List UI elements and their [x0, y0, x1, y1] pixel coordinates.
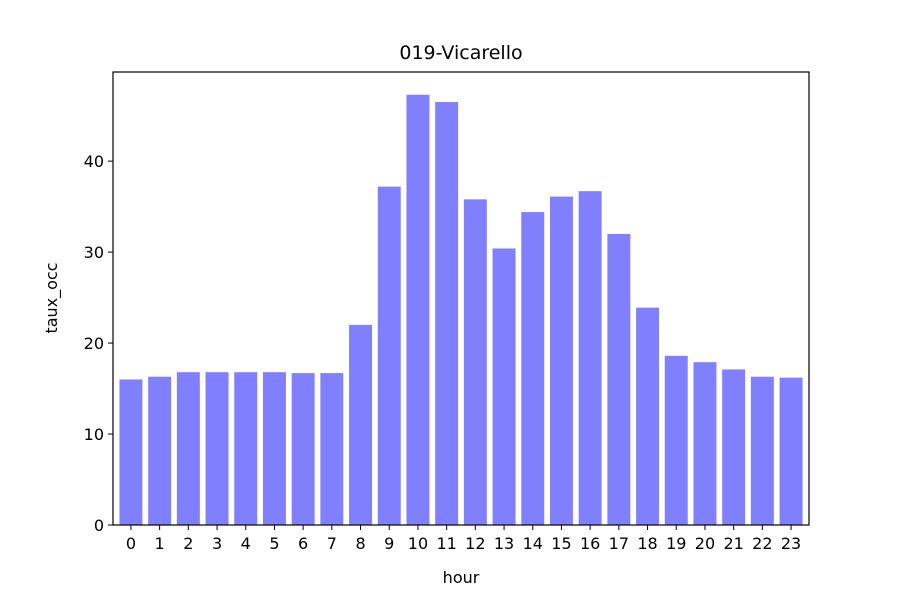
x-axis-label: hour — [443, 568, 480, 587]
bar-hour-15 — [549, 196, 573, 525]
y-tick-label: 20 — [84, 334, 104, 353]
x-tick-label: 3 — [212, 534, 222, 553]
x-tick-label: 8 — [355, 534, 365, 553]
x-tick-label: 21 — [723, 534, 743, 553]
bar-hour-11 — [435, 102, 459, 526]
x-tick-label: 9 — [384, 534, 394, 553]
bars-group — [119, 94, 803, 526]
bar-hour-3 — [205, 372, 229, 525]
x-tick-label: 20 — [695, 534, 715, 553]
x-tick-label: 15 — [551, 534, 571, 553]
bar-hour-10 — [406, 94, 430, 526]
bar-hour-6 — [291, 373, 315, 525]
y-tick-label: 30 — [84, 243, 104, 262]
bar-hour-14 — [521, 212, 545, 525]
bar-hour-19 — [664, 355, 688, 525]
x-tick-label: 11 — [436, 534, 456, 553]
bar-hour-0 — [119, 379, 143, 525]
x-tick-label: 10 — [408, 534, 428, 553]
x-tick-label: 0 — [126, 534, 136, 553]
x-tick-label: 5 — [269, 534, 279, 553]
bar-hour-1 — [148, 376, 172, 525]
x-tick-label: 13 — [494, 534, 514, 553]
x-tick-label: 12 — [465, 534, 485, 553]
y-tick-label: 0 — [94, 516, 104, 535]
bar-hour-9 — [377, 186, 401, 526]
x-tick-label: 2 — [183, 534, 193, 553]
y-axis-label: taux_occ — [42, 262, 62, 333]
bar-hour-22 — [750, 376, 774, 525]
bar-hour-8 — [349, 324, 373, 525]
bar-hour-7 — [320, 373, 344, 525]
x-tick-label: 4 — [241, 534, 251, 553]
chart-title: 019-Vicarello — [399, 42, 522, 64]
x-tick-label: 19 — [666, 534, 686, 553]
plot-frame — [112, 71, 810, 526]
bar-hour-20 — [693, 362, 717, 525]
x-tick-label: 22 — [752, 534, 772, 553]
x-tick-label: 7 — [327, 534, 337, 553]
y-tick-label: 10 — [84, 425, 104, 444]
bar-hour-23 — [779, 377, 803, 525]
x-tick-label: 23 — [781, 534, 801, 553]
bar-hour-16 — [578, 191, 602, 525]
x-tick-label: 18 — [637, 534, 657, 553]
y-axis: 0 10 20 30 40 — [84, 152, 113, 535]
x-tick-label: 14 — [523, 534, 543, 553]
bar-hour-4 — [234, 372, 258, 525]
bar-hour-21 — [722, 369, 746, 525]
bar-hour-2 — [176, 372, 200, 525]
bar-hour-13 — [492, 248, 516, 525]
bar-hour-12 — [463, 199, 487, 525]
x-axis: 0 1 2 3 4 5 6 7 8 9 10 11 12 13 14 15 16 17 18 19 20 21 22 23 — [126, 525, 801, 553]
x-tick-label: 16 — [580, 534, 600, 553]
bar-hour-18 — [636, 307, 660, 525]
x-tick-label: 6 — [298, 534, 308, 553]
bar-hour-5 — [262, 372, 286, 525]
y-tick-label: 40 — [84, 152, 104, 171]
bar-hour-17 — [607, 233, 631, 526]
x-tick-label: 1 — [155, 534, 165, 553]
x-tick-label: 17 — [609, 534, 629, 553]
